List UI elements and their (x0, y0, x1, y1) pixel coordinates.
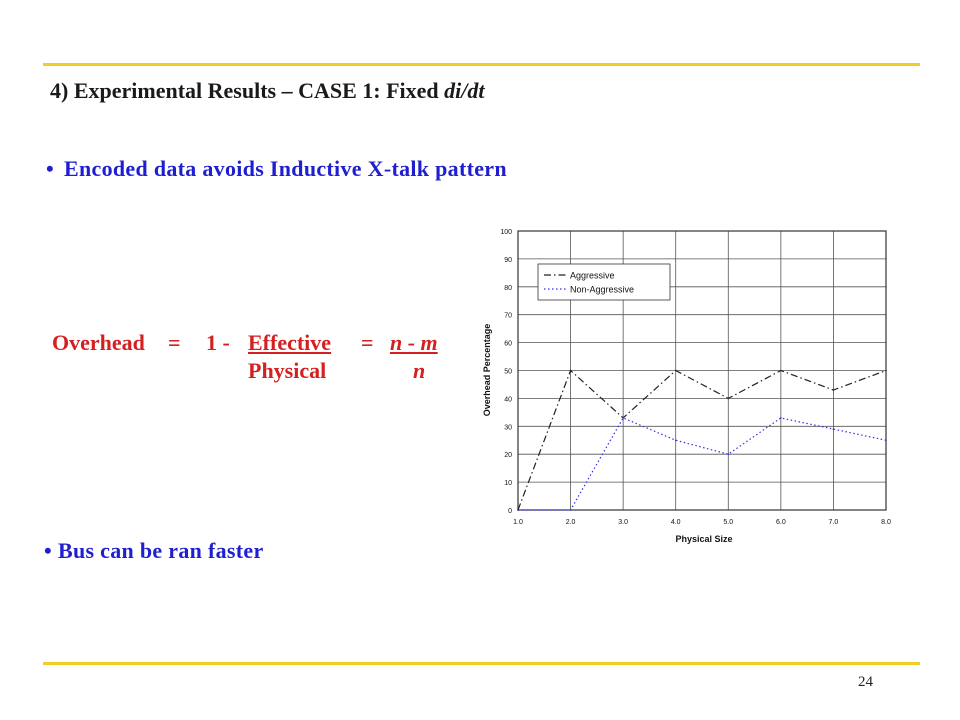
data-point (885, 369, 887, 372)
x-tick-label: 8.0 (881, 519, 891, 526)
y-tick-label: 0 (508, 508, 512, 515)
formula-numerator: Effective (248, 330, 332, 355)
formula-rhs-denominator: n (413, 358, 426, 383)
legend-box (537, 263, 671, 301)
series-line-aggressive (517, 369, 887, 511)
y-tick-label: 100 (500, 229, 512, 236)
data-point (674, 439, 677, 442)
legend-label: Aggressive (570, 271, 615, 281)
chart-ticks: 0 10 20 30 40 50 60 70 80 90 100 1.0 2.0 3.0 4.0 5.0 6.0… (500, 229, 891, 526)
data-point (885, 439, 887, 442)
x-tick-label: 7.0 (829, 519, 839, 526)
y-tick-label: 40 (504, 396, 512, 403)
title-emphasis: di/dt (444, 78, 485, 103)
chart-series (517, 369, 887, 511)
x-tick-label: 1.0 (513, 519, 523, 526)
x-tick-label: 6.0 (776, 519, 786, 526)
data-point (780, 417, 782, 419)
y-tick-label: 70 (504, 313, 512, 320)
y-tick-label: 50 (504, 369, 512, 376)
series-line-non-aggressive (518, 417, 887, 511)
overhead-line-chart: 0 10 20 30 40 50 60 70 80 90 100 1.0 2.0 3.0 4.0 5.0 6.0… (482, 229, 891, 544)
formula-one-minus: 1 - (206, 330, 230, 355)
data-point (832, 389, 835, 391)
formula-rhs-numerator: n - m (390, 330, 438, 355)
legend-label: Non-Aggressive (570, 285, 634, 295)
slide-title: 4) Experimental Results – CASE 1: Fixed … (50, 78, 485, 103)
chart-legend: Aggressive Non-Aggressive (537, 263, 671, 301)
x-tick-label: 4.0 (671, 519, 681, 526)
data-point (674, 369, 677, 372)
page-number: 24 (858, 674, 873, 690)
top-divider (43, 63, 920, 66)
data-point (569, 369, 572, 372)
formula-equals-1: = (168, 330, 181, 355)
bullet-bus-faster: • Bus can be ran faster (44, 538, 264, 563)
y-axis-title: Overhead Percentage (482, 324, 492, 417)
bullet-dot-icon: • (46, 156, 55, 181)
data-point (727, 397, 730, 400)
y-tick-label: 80 (504, 285, 512, 292)
data-point (727, 453, 730, 455)
data-point (569, 509, 572, 511)
bullet-encoded-data: • Encoded data avoids Inductive X-talk pa… (46, 156, 507, 181)
y-tick-label: 10 (504, 480, 512, 487)
y-tick-label: 60 (504, 341, 512, 348)
bottom-divider (43, 662, 920, 665)
x-tick-label: 2.0 (566, 519, 576, 526)
data-point (517, 509, 519, 511)
formula-denominator: Physical (248, 358, 327, 383)
y-tick-label: 90 (504, 257, 512, 264)
y-tick-label: 30 (504, 424, 512, 431)
x-tick-label: 3.0 (618, 519, 628, 526)
x-axis-title: Physical Size (675, 534, 732, 544)
data-point (622, 417, 624, 419)
data-point (780, 369, 782, 372)
x-tick-label: 5.0 (723, 519, 733, 526)
formula-lhs: Overhead (52, 330, 145, 355)
formula-equals-2: = (361, 330, 374, 355)
data-point (832, 428, 835, 430)
bullet-dot-icon: • (44, 538, 53, 563)
y-tick-label: 20 (504, 452, 512, 459)
